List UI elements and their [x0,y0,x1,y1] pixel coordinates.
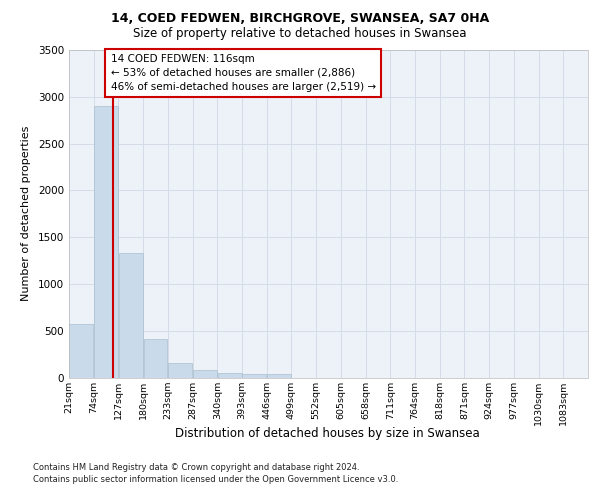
Bar [242,374,266,378]
Text: Size of property relative to detached houses in Swansea: Size of property relative to detached ho… [133,28,467,40]
Bar [218,373,242,378]
Bar [193,370,217,378]
Y-axis label: Number of detached properties: Number of detached properties [21,126,31,302]
Text: Contains HM Land Registry data © Crown copyright and database right 2024.: Contains HM Land Registry data © Crown c… [33,462,359,471]
Bar [70,324,94,378]
Text: Contains public sector information licensed under the Open Government Licence v3: Contains public sector information licen… [33,475,398,484]
Bar [267,374,291,378]
Text: Distribution of detached houses by size in Swansea: Distribution of detached houses by size … [175,428,479,440]
Text: 14 COED FEDWEN: 116sqm
← 53% of detached houses are smaller (2,886)
46% of semi-: 14 COED FEDWEN: 116sqm ← 53% of detached… [110,54,376,92]
Bar [94,106,118,378]
Bar [143,339,167,378]
Text: 14, COED FEDWEN, BIRCHGROVE, SWANSEA, SA7 0HA: 14, COED FEDWEN, BIRCHGROVE, SWANSEA, SA… [111,12,489,26]
Bar [119,253,143,378]
Bar [168,362,192,378]
